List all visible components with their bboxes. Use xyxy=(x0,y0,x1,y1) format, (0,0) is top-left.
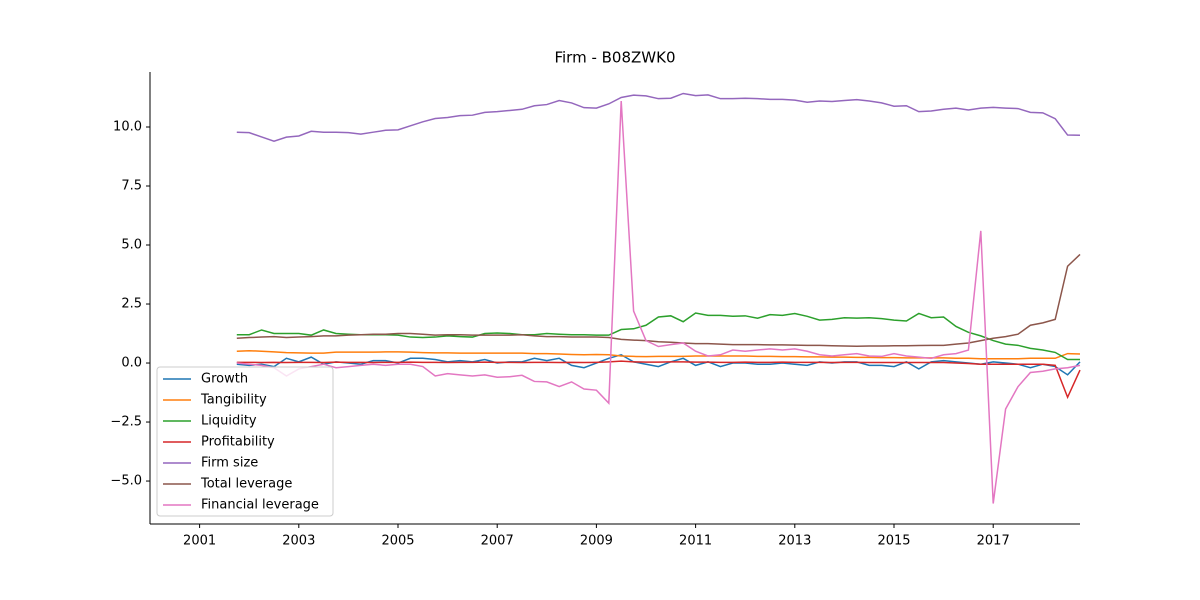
legend-label: Firm size xyxy=(201,456,258,471)
legend-label: Growth xyxy=(201,372,248,387)
chart-title: Firm - B08ZWK0 xyxy=(554,49,675,67)
series-line xyxy=(236,360,1081,400)
x-tick-label: 2007 xyxy=(481,534,514,549)
y-tick-label: −2.5 xyxy=(110,415,142,430)
legend-label: Total leverage xyxy=(200,477,292,492)
series-line xyxy=(236,92,1081,142)
y-tick-label: 7.5 xyxy=(121,179,142,194)
x-tick-label: 2017 xyxy=(977,534,1010,549)
x-tick-label: 2001 xyxy=(183,534,216,549)
series-line xyxy=(236,353,1081,376)
y-tick-label: 10.0 xyxy=(113,119,142,134)
legend-box xyxy=(156,366,334,517)
legend-label: Tangibility xyxy=(200,393,267,408)
x-tick-label: 2011 xyxy=(679,534,712,549)
x-tick-label: 2013 xyxy=(778,534,811,549)
x-tick-label: 2009 xyxy=(580,534,613,549)
legend-label: Liquidity xyxy=(201,414,257,429)
y-tick-label: 2.5 xyxy=(121,297,142,312)
x-tick-label: 2003 xyxy=(282,534,315,549)
legend-label: Financial leverage xyxy=(201,498,319,513)
y-tick-label: 0.0 xyxy=(121,356,142,371)
series-line xyxy=(236,253,1081,348)
legend-label: Profitability xyxy=(201,435,275,450)
series-line xyxy=(236,100,1081,504)
y-tick-label: −5.0 xyxy=(110,474,142,489)
x-tick-label: 2015 xyxy=(877,534,910,549)
series-line xyxy=(236,349,1081,360)
x-tick-label: 2005 xyxy=(381,534,414,549)
y-tick-label: 5.0 xyxy=(121,238,142,253)
